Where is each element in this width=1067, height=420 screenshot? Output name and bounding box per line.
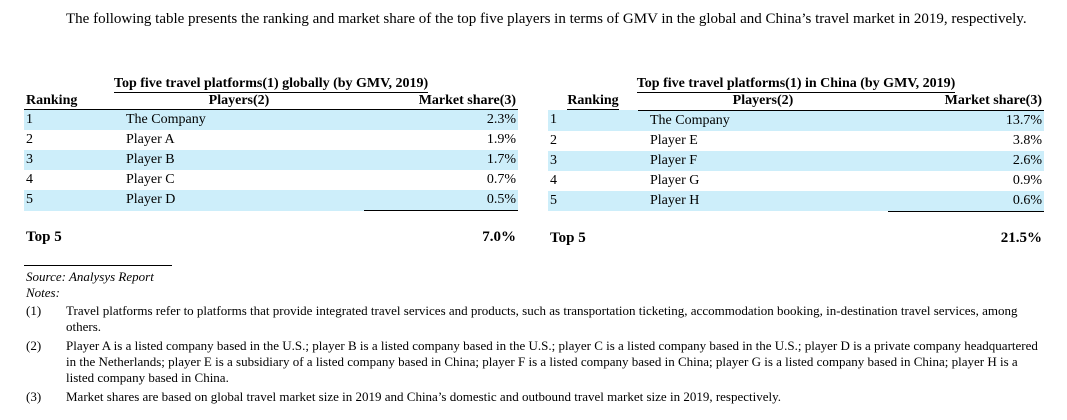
total-share: 21.5% [1000, 229, 1042, 246]
table-row: 4 Player C 0.7% [24, 170, 518, 190]
share-cell: 1.7% [364, 150, 519, 170]
player-cell: Player E [650, 132, 698, 148]
table-row: 3 Player B 1.7% [24, 150, 519, 170]
share-cell: 13.7% [888, 110, 1044, 131]
player-cell: Player G [650, 172, 700, 188]
footnote-text: Player A is a listed company based in th… [66, 338, 1038, 385]
total-row: Top 5 21.5% [548, 228, 1044, 248]
header-players: Players(2) [638, 93, 888, 111]
share-cell: 1.9% [486, 132, 517, 147]
total-label: Top 5 [26, 229, 62, 245]
player-cell: The Company [114, 109, 364, 130]
table-title: Top five travel platforms(1) in China (b… [636, 76, 956, 93]
share-cell: 0.6% [888, 190, 1044, 212]
source-divider [24, 265, 172, 266]
table-row: 5 Player D 0.5% [24, 190, 519, 211]
player-cell: Player A [126, 132, 175, 147]
footnote-2: (2) Player A is a listed company based i… [26, 338, 1046, 386]
global-table: Top five travel platforms(1) globally (b… [24, 76, 519, 247]
table-row: 3 Player F 2.6% [548, 150, 1044, 171]
source-note: Source: Analysys Report [26, 269, 154, 284]
rank-cell: 5 [548, 190, 638, 211]
footnote-3: (3) Market shares are based on global tr… [26, 389, 1046, 405]
table-title: Top five travel platforms(1) globally (b… [113, 76, 429, 93]
total-label: Top 5 [550, 229, 586, 246]
table-row: 1 The Company 2.3% [24, 109, 519, 130]
rank-cell: 1 [548, 110, 638, 131]
total-row: Top 5 7.0% [24, 227, 518, 247]
footnote-text: Travel platforms refer to platforms that… [66, 303, 1018, 334]
header-ranking: Ranking [567, 93, 619, 110]
share-cell: 0.5% [364, 190, 519, 211]
table-row: 2 Player E 3.8% [548, 131, 1044, 151]
intro-paragraph: The following table presents the ranking… [66, 11, 1027, 27]
footnote-number: (3) [26, 389, 42, 404]
table-row: 2 Player A 1.9% [24, 130, 518, 150]
share-cell: 0.7% [486, 172, 517, 187]
rank-cell: 4 [550, 172, 557, 188]
share-cell: 3.8% [1012, 132, 1042, 148]
footnote-text: Market shares are based on global travel… [66, 389, 782, 404]
player-cell: Player B [114, 150, 364, 170]
footnote-number: (2) [26, 338, 42, 353]
footnote-number: (1) [26, 303, 42, 318]
table-row: 1 The Company 13.7% [548, 110, 1044, 131]
share-cell: 2.6% [888, 150, 1044, 171]
rank-cell: 2 [26, 132, 33, 147]
footnote-1: (1) Travel platforms refer to platforms … [26, 303, 1046, 335]
share-cell: 2.3% [364, 109, 519, 130]
header-market-share: Market share(3) [364, 93, 519, 110]
china-table: Top five travel platforms(1) in China (b… [548, 76, 1044, 248]
share-cell: 0.9% [1012, 172, 1042, 188]
rank-cell: 2 [550, 132, 557, 148]
header-market-share: Market share(3) [888, 93, 1044, 111]
header-players: Players(2) [114, 93, 364, 110]
notes-label: Notes: [26, 285, 60, 300]
rank-cell: 3 [24, 150, 114, 170]
player-cell: Player H [638, 190, 888, 211]
player-cell: Player C [126, 172, 175, 187]
player-cell: Player F [638, 150, 888, 171]
player-cell: The Company [638, 110, 888, 131]
rank-cell: 1 [24, 109, 114, 130]
table-row: 5 Player H 0.6% [548, 190, 1044, 212]
table-row: 4 Player G 0.9% [548, 171, 1044, 191]
rank-cell: 5 [24, 190, 114, 211]
total-share: 7.0% [482, 229, 517, 245]
header-ranking: Ranking [24, 93, 114, 110]
rank-cell: 3 [548, 150, 638, 171]
rank-cell: 4 [26, 172, 33, 187]
player-cell: Player D [114, 190, 364, 211]
